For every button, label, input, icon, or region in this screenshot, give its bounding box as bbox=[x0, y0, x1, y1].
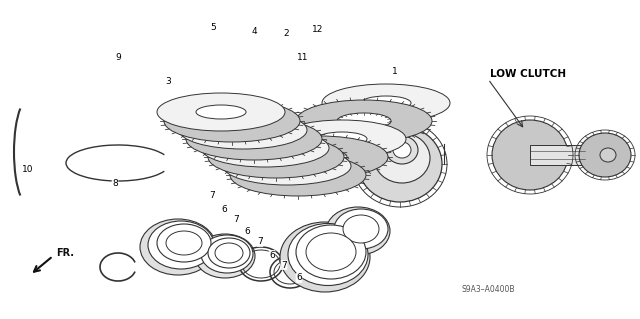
Ellipse shape bbox=[148, 221, 214, 269]
Text: 6: 6 bbox=[296, 273, 302, 283]
Ellipse shape bbox=[280, 222, 370, 292]
Text: 12: 12 bbox=[312, 26, 324, 34]
Ellipse shape bbox=[293, 149, 347, 165]
Ellipse shape bbox=[186, 118, 322, 160]
Ellipse shape bbox=[337, 113, 391, 129]
Ellipse shape bbox=[195, 234, 255, 278]
Ellipse shape bbox=[317, 132, 367, 146]
Ellipse shape bbox=[223, 147, 351, 185]
Ellipse shape bbox=[196, 105, 246, 119]
Ellipse shape bbox=[208, 238, 250, 268]
Ellipse shape bbox=[201, 129, 329, 167]
Ellipse shape bbox=[393, 142, 411, 158]
Text: 9: 9 bbox=[115, 54, 121, 63]
Text: 6: 6 bbox=[269, 250, 275, 259]
Text: 10: 10 bbox=[22, 166, 34, 174]
Ellipse shape bbox=[157, 93, 285, 131]
Text: S9A3–A0400B: S9A3–A0400B bbox=[462, 285, 515, 293]
Text: 7: 7 bbox=[257, 238, 263, 247]
Text: 8: 8 bbox=[112, 179, 118, 188]
Bar bbox=[530, 145, 585, 165]
Ellipse shape bbox=[600, 148, 616, 162]
Text: 4: 4 bbox=[251, 27, 257, 36]
Ellipse shape bbox=[492, 120, 568, 190]
Text: 11: 11 bbox=[297, 53, 308, 62]
Text: LOW CLUTCH: LOW CLUTCH bbox=[490, 69, 566, 79]
Ellipse shape bbox=[140, 219, 216, 275]
Ellipse shape bbox=[343, 215, 379, 243]
Ellipse shape bbox=[386, 136, 418, 164]
Ellipse shape bbox=[271, 167, 325, 183]
Ellipse shape bbox=[166, 231, 202, 255]
Ellipse shape bbox=[296, 225, 366, 279]
Ellipse shape bbox=[227, 131, 281, 147]
Text: 1: 1 bbox=[392, 68, 398, 77]
Ellipse shape bbox=[288, 224, 368, 286]
Text: 7: 7 bbox=[233, 214, 239, 224]
Ellipse shape bbox=[374, 133, 430, 183]
Ellipse shape bbox=[205, 113, 259, 129]
Ellipse shape bbox=[157, 224, 211, 262]
Ellipse shape bbox=[252, 136, 388, 178]
Ellipse shape bbox=[296, 100, 432, 142]
Ellipse shape bbox=[306, 233, 356, 271]
Text: 7: 7 bbox=[209, 191, 215, 201]
Text: FR.: FR. bbox=[56, 248, 74, 258]
Ellipse shape bbox=[230, 154, 366, 196]
Ellipse shape bbox=[240, 141, 290, 155]
Ellipse shape bbox=[218, 123, 268, 137]
Text: 5: 5 bbox=[210, 24, 216, 33]
Ellipse shape bbox=[249, 149, 303, 165]
Ellipse shape bbox=[361, 96, 411, 110]
Ellipse shape bbox=[278, 120, 406, 158]
Ellipse shape bbox=[358, 126, 442, 202]
Ellipse shape bbox=[164, 100, 300, 142]
Ellipse shape bbox=[326, 207, 390, 255]
Ellipse shape bbox=[262, 159, 312, 173]
Text: 6: 6 bbox=[244, 227, 250, 236]
Ellipse shape bbox=[179, 111, 307, 149]
Text: 2: 2 bbox=[283, 28, 289, 38]
Ellipse shape bbox=[201, 235, 253, 273]
Ellipse shape bbox=[579, 133, 631, 177]
Ellipse shape bbox=[322, 84, 450, 122]
Text: 6: 6 bbox=[221, 205, 227, 214]
Ellipse shape bbox=[334, 209, 388, 249]
Text: 7: 7 bbox=[281, 261, 287, 270]
Text: 3: 3 bbox=[165, 78, 171, 86]
Ellipse shape bbox=[208, 136, 344, 178]
Ellipse shape bbox=[215, 243, 243, 263]
